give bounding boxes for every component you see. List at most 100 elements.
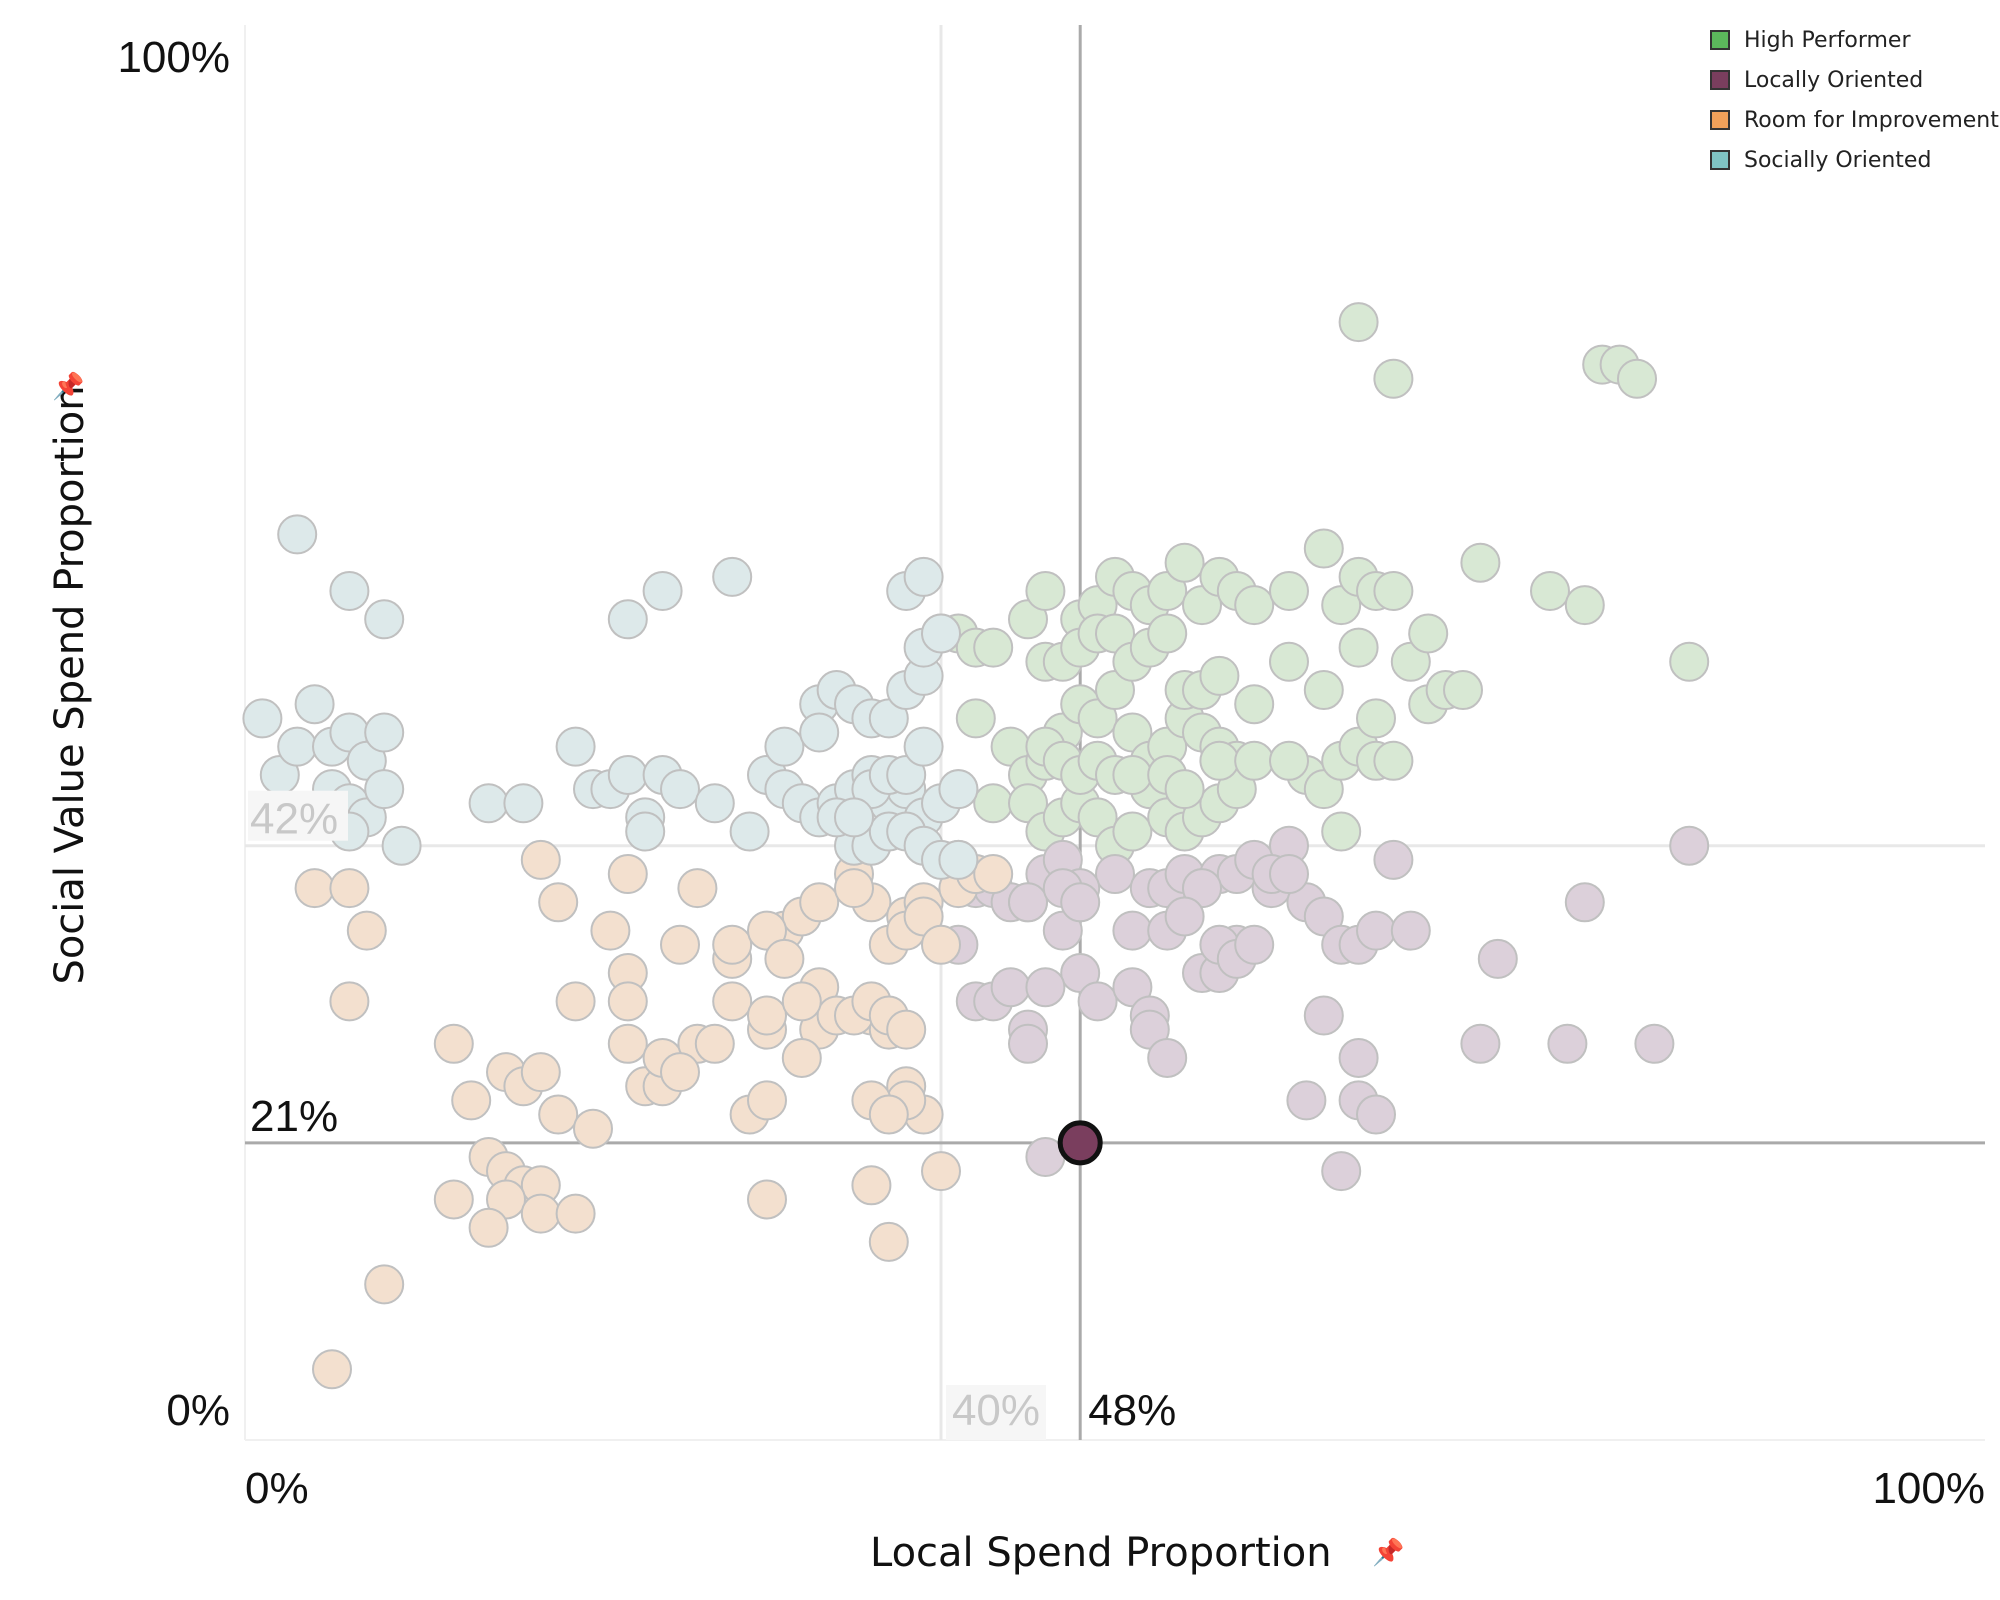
x-tick-label: 0%: [245, 1464, 309, 1513]
data-point: [903, 556, 944, 597]
data-point: [955, 698, 996, 739]
legend-swatch: [1710, 150, 1730, 170]
data-point: [1373, 839, 1414, 880]
selected-x-label: 48%: [1088, 1386, 1176, 1435]
data-point: [607, 599, 648, 640]
data-point: [329, 981, 370, 1022]
pin-icon[interactable]: 📌: [52, 372, 85, 402]
data-point: [1460, 542, 1501, 583]
data-point: [764, 726, 805, 767]
data-point: [1373, 740, 1414, 781]
legend-label: High Performer: [1744, 27, 1911, 53]
data-point: [712, 556, 753, 597]
data-point: [712, 981, 753, 1022]
data-point: [1338, 627, 1379, 668]
legend-label: Locally Oriented: [1744, 67, 1924, 93]
y-tick-label: 0%: [166, 1386, 230, 1435]
data-point: [1164, 542, 1205, 583]
legend-swatch: [1710, 110, 1730, 130]
data-point: [1564, 585, 1605, 626]
data-point: [364, 712, 405, 753]
data-point: [277, 514, 318, 555]
data-point: [1356, 910, 1396, 951]
data-point: [277, 726, 318, 767]
data-point: [538, 1094, 579, 1135]
pin-icon[interactable]: 📌: [1372, 1538, 1405, 1568]
data-point: [1303, 670, 1344, 711]
data-point: [1408, 613, 1449, 654]
data-point: [921, 613, 961, 654]
data-point: [851, 1165, 892, 1206]
data-point: [538, 882, 579, 923]
data-point: [799, 882, 840, 923]
data-point: [868, 1221, 909, 1262]
data-point: [590, 910, 631, 951]
legend-swatch: [1710, 70, 1730, 90]
data-point: [1234, 740, 1275, 781]
data-point: [1008, 882, 1048, 923]
legend-item-locally-oriented[interactable]: Locally Oriented: [1710, 60, 1999, 100]
data-point: [938, 839, 979, 880]
highlighted-point: [1057, 1120, 1103, 1166]
data-point: [294, 684, 335, 725]
data-point: [364, 599, 405, 640]
data-point: [1077, 981, 1118, 1022]
data-point: [1286, 1080, 1327, 1121]
data-point: [677, 868, 718, 909]
data-point: [1112, 811, 1153, 852]
data-point: [886, 1009, 927, 1050]
data-point: [1025, 571, 1066, 611]
data-point: [868, 1094, 909, 1135]
data-point: [242, 698, 283, 739]
selected-y-label: 21%: [250, 1092, 338, 1141]
data-point: [747, 1080, 787, 1121]
data-point: [1547, 1023, 1588, 1064]
data-point: [1460, 1023, 1501, 1064]
legend-item-room-for-improvement[interactable]: Room for Improvement: [1710, 100, 1999, 140]
data-point: [503, 783, 544, 824]
data-point: [660, 769, 700, 810]
data-point: [520, 839, 561, 880]
data-point: [973, 783, 1014, 824]
data-point: [660, 1052, 700, 1093]
data-point: [555, 726, 596, 767]
legend-item-socially-oriented[interactable]: Socially Oriented: [1710, 140, 1999, 180]
data-point: [433, 1179, 474, 1220]
legend-item-high-performer[interactable]: High Performer: [1710, 20, 1999, 60]
data-point: [346, 910, 387, 951]
data-point: [1373, 358, 1414, 399]
average-x-label-bg: [946, 1385, 1046, 1440]
data-point: [747, 1179, 787, 1220]
data-point: [607, 981, 648, 1022]
data-point: [799, 712, 840, 753]
data-point: [607, 754, 648, 795]
data-point: [1095, 854, 1135, 894]
data-point: [1060, 882, 1101, 923]
data-point: [433, 1023, 474, 1064]
average-y-label: 42%: [250, 795, 338, 844]
data-points: [242, 302, 1710, 1390]
data-point: [990, 967, 1031, 1008]
data-point: [1303, 995, 1344, 1036]
data-point: [747, 995, 787, 1036]
data-point: [694, 783, 735, 824]
data-point: [1321, 1151, 1362, 1192]
data-point: [520, 1193, 561, 1234]
data-point: [1530, 571, 1570, 611]
data-point: [1147, 1037, 1188, 1078]
data-point: [834, 868, 874, 909]
data-point: [1477, 938, 1518, 979]
data-point: [294, 868, 335, 909]
data-point: [903, 726, 944, 767]
data-point: [938, 769, 979, 810]
data-point: [781, 981, 822, 1022]
data-point: [1269, 571, 1309, 611]
data-point: [607, 1023, 648, 1064]
data-point: [1321, 811, 1362, 852]
data-point: [329, 571, 370, 611]
data-point: [555, 981, 596, 1022]
data-point: [764, 938, 805, 979]
data-point: [1269, 740, 1309, 781]
legend: High Performer Locally Oriented Room for…: [1710, 20, 1999, 180]
data-point: [468, 783, 509, 824]
